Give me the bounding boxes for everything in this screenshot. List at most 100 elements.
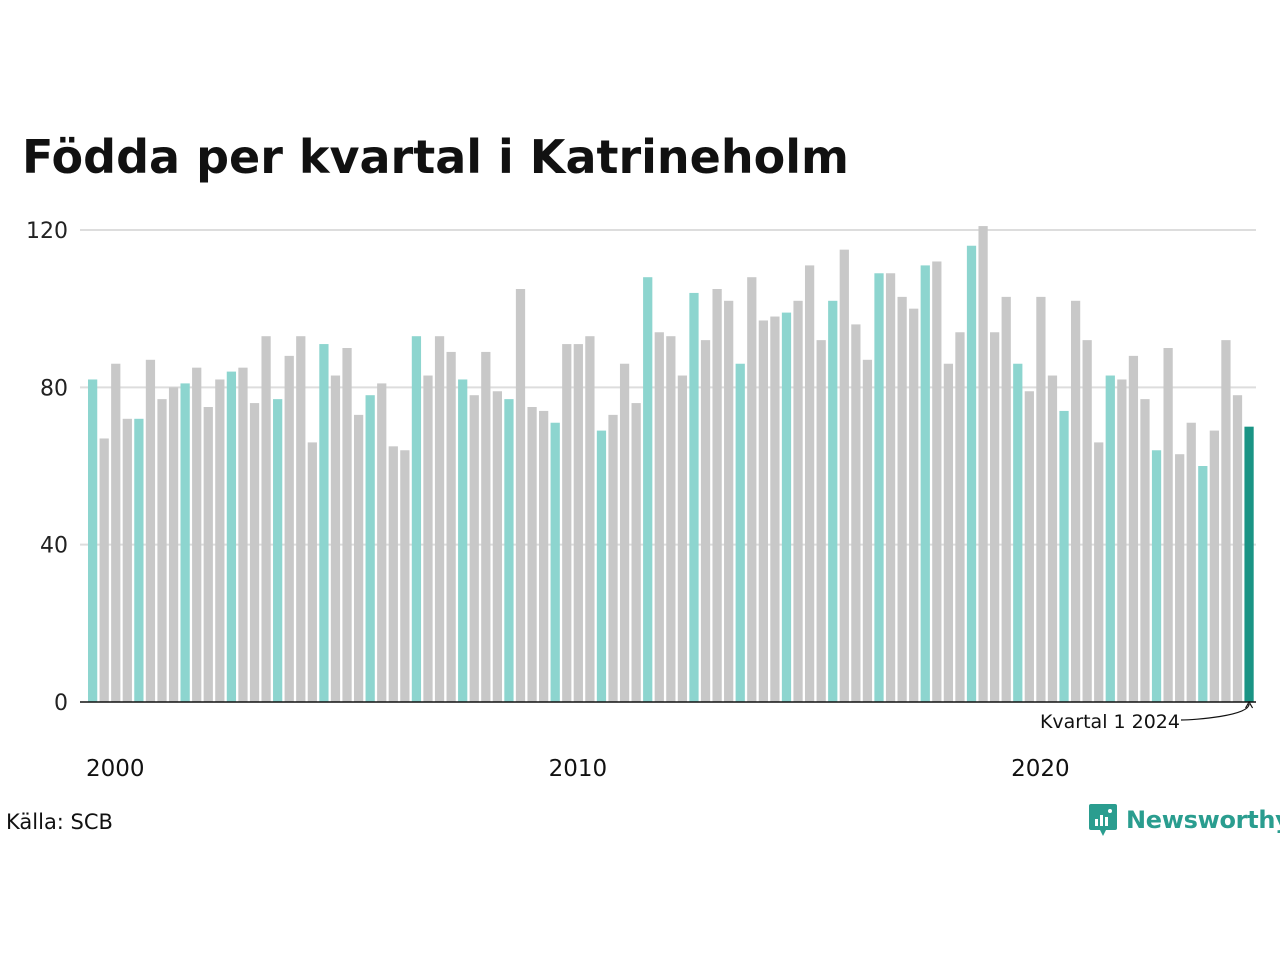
bar: 2003 K4: 93 — [261, 336, 271, 702]
bar: 2021 K3: 92 — [1082, 340, 1092, 702]
bar: 2014 K3: 97 — [758, 320, 768, 702]
bar: 2023 K4: 71 — [1186, 422, 1196, 702]
bar: 2017 K1: 109 — [874, 273, 884, 702]
bar: 2001 K3: 77 — [157, 399, 167, 702]
bar: 2012 K3: 93 — [666, 336, 676, 702]
bar: 2014 K2: 108 — [747, 277, 757, 702]
y-tick-label: 40 — [40, 534, 68, 559]
bar: 2016 K2: 115 — [839, 249, 849, 703]
bar: 2021 K1: 74 — [1059, 410, 1069, 702]
bar: 2017 K3: 103 — [897, 296, 907, 702]
bar: 2013 K3: 105 — [712, 289, 722, 702]
y-tick-label: 80 — [40, 376, 68, 401]
source-note: Källa: SCB — [6, 810, 113, 834]
x-tick-label: 2020 — [1011, 756, 1070, 782]
bar: 2004 K2: 88 — [284, 355, 294, 702]
bar: 2019 K4: 103 — [1001, 296, 1011, 702]
bar: undefined: 92 — [1221, 340, 1231, 702]
bar: 2014 K1: 86 — [735, 363, 745, 702]
y-tick-label: 0 — [54, 691, 68, 716]
bar: 2002 K3: 75 — [203, 407, 213, 702]
bar: 2018 K2: 112 — [932, 261, 942, 702]
bar: 2016 K1: 102 — [828, 300, 838, 702]
bar: 2013 K1: 104 — [689, 292, 699, 702]
bar: 2002 K4: 82 — [215, 379, 225, 702]
bar-chart: 2000 K1: 822000 K2: 672000 K3: 862000 K4… — [26, 219, 1256, 782]
bar: 2015 K2: 102 — [793, 300, 803, 702]
bar: 2017 K4: 100 — [909, 308, 919, 702]
bar: 2003 K2: 85 — [238, 367, 248, 702]
bar: 2013 K2: 92 — [700, 340, 711, 702]
bar: 2008 K3: 89 — [481, 351, 491, 702]
bar: 2004 K1: 77 — [273, 399, 283, 702]
bar: 2017 K2: 109 — [885, 273, 896, 702]
bar: 2021 K4: 66 — [1094, 442, 1104, 702]
bars: 2000 K1: 822000 K2: 672000 K3: 862000 K4… — [88, 226, 1254, 703]
bar: 2022 K4: 77 — [1140, 399, 1150, 702]
bar: 2011 K2: 73 — [608, 414, 618, 702]
bar: 2008 K4: 79 — [492, 391, 502, 702]
bar: 2010 K4: 93 — [585, 336, 595, 702]
bar: 2013 K4: 102 — [724, 300, 734, 702]
bar: 2008 K2: 78 — [469, 395, 479, 702]
bar: undefined: 78 — [1232, 395, 1243, 702]
bar: 2005 K2: 83 — [330, 375, 341, 702]
bar: 2012 K1: 108 — [643, 277, 653, 702]
bar: 2023 K3: 63 — [1175, 454, 1185, 702]
bar: 2009 K4: 74 — [539, 410, 549, 702]
y-tick-label: 120 — [26, 219, 68, 244]
bar: 2007 K1: 93 — [411, 336, 422, 702]
brand-logo: Newsworthy — [1088, 803, 1280, 837]
bar: 2022 K1: 83 — [1105, 375, 1115, 702]
bar: 2018 K4: 94 — [955, 332, 965, 702]
bar: 2002 K2: 85 — [192, 367, 202, 702]
bar: 2023 K2: 90 — [1163, 348, 1173, 702]
bar: 2016 K3: 96 — [851, 324, 861, 702]
bar: undefined: 70 — [1244, 426, 1254, 702]
bar: 2011 K1: 69 — [596, 430, 607, 702]
newsworthy-logo-icon — [1089, 804, 1117, 836]
bar: 2012 K2: 94 — [654, 332, 664, 702]
bar: 2018 K1: 111 — [920, 265, 930, 702]
bar: 2015 K3: 111 — [804, 265, 815, 702]
bar: 2010 K1: 71 — [550, 422, 560, 702]
bar: 2011 K4: 76 — [631, 403, 641, 702]
bar: 2005 K4: 73 — [353, 414, 364, 702]
bar: 2000 K3: 86 — [111, 363, 121, 702]
bar: 2009 K2: 105 — [515, 289, 526, 702]
bar: 2000 K1: 82 — [88, 379, 98, 702]
bar: 2011 K3: 86 — [619, 363, 630, 702]
annotation-label: Kvartal 1 2024 — [1040, 711, 1180, 733]
bar: 2018 K3: 86 — [943, 363, 954, 702]
brand-name: Newsworthy — [1126, 806, 1280, 834]
bar: 2012 K4: 83 — [677, 375, 688, 702]
bar: 2009 K1: 77 — [504, 399, 514, 702]
bar: 2006 K4: 64 — [400, 450, 410, 702]
bar: 2020 K2: 79 — [1024, 391, 1034, 702]
bar: 2000 K4: 72 — [122, 418, 132, 702]
bar: 2010 K3: 91 — [573, 344, 583, 702]
bar: 2014 K4: 98 — [770, 316, 780, 702]
bar: 2024 K1: 60 — [1198, 466, 1208, 702]
x-tick-label: 2010 — [549, 756, 608, 782]
bar: 2015 K1: 99 — [781, 312, 792, 702]
bar: 2001 K2: 87 — [145, 359, 156, 702]
bar: 2006 K1: 78 — [365, 395, 375, 702]
bar: 2016 K4: 87 — [862, 359, 873, 702]
x-tick-label: 2000 — [86, 756, 145, 782]
bar: 2007 K3: 93 — [434, 336, 445, 702]
x-axis: 2000 2010 2020 — [80, 701, 1256, 782]
bar: 2009 K3: 75 — [527, 407, 537, 702]
bar: 2019 K3: 94 — [990, 332, 1000, 702]
bar: 2022 K3: 88 — [1128, 355, 1139, 702]
bar: 2020 K3: 103 — [1036, 296, 1046, 702]
bar: 2010 K2: 91 — [562, 344, 572, 702]
bar: 2019 K2: 121 — [978, 226, 988, 702]
bar: 2005 K3: 90 — [342, 348, 352, 702]
bar: 2003 K1: 84 — [226, 371, 237, 702]
bar: 2006 K2: 81 — [377, 383, 387, 702]
bar: 2005 K1: 91 — [319, 344, 329, 702]
bar: undefined: 69 — [1209, 430, 1219, 702]
bar: 2023 K1: 64 — [1151, 450, 1162, 702]
bar: 2008 K1: 82 — [458, 379, 468, 702]
